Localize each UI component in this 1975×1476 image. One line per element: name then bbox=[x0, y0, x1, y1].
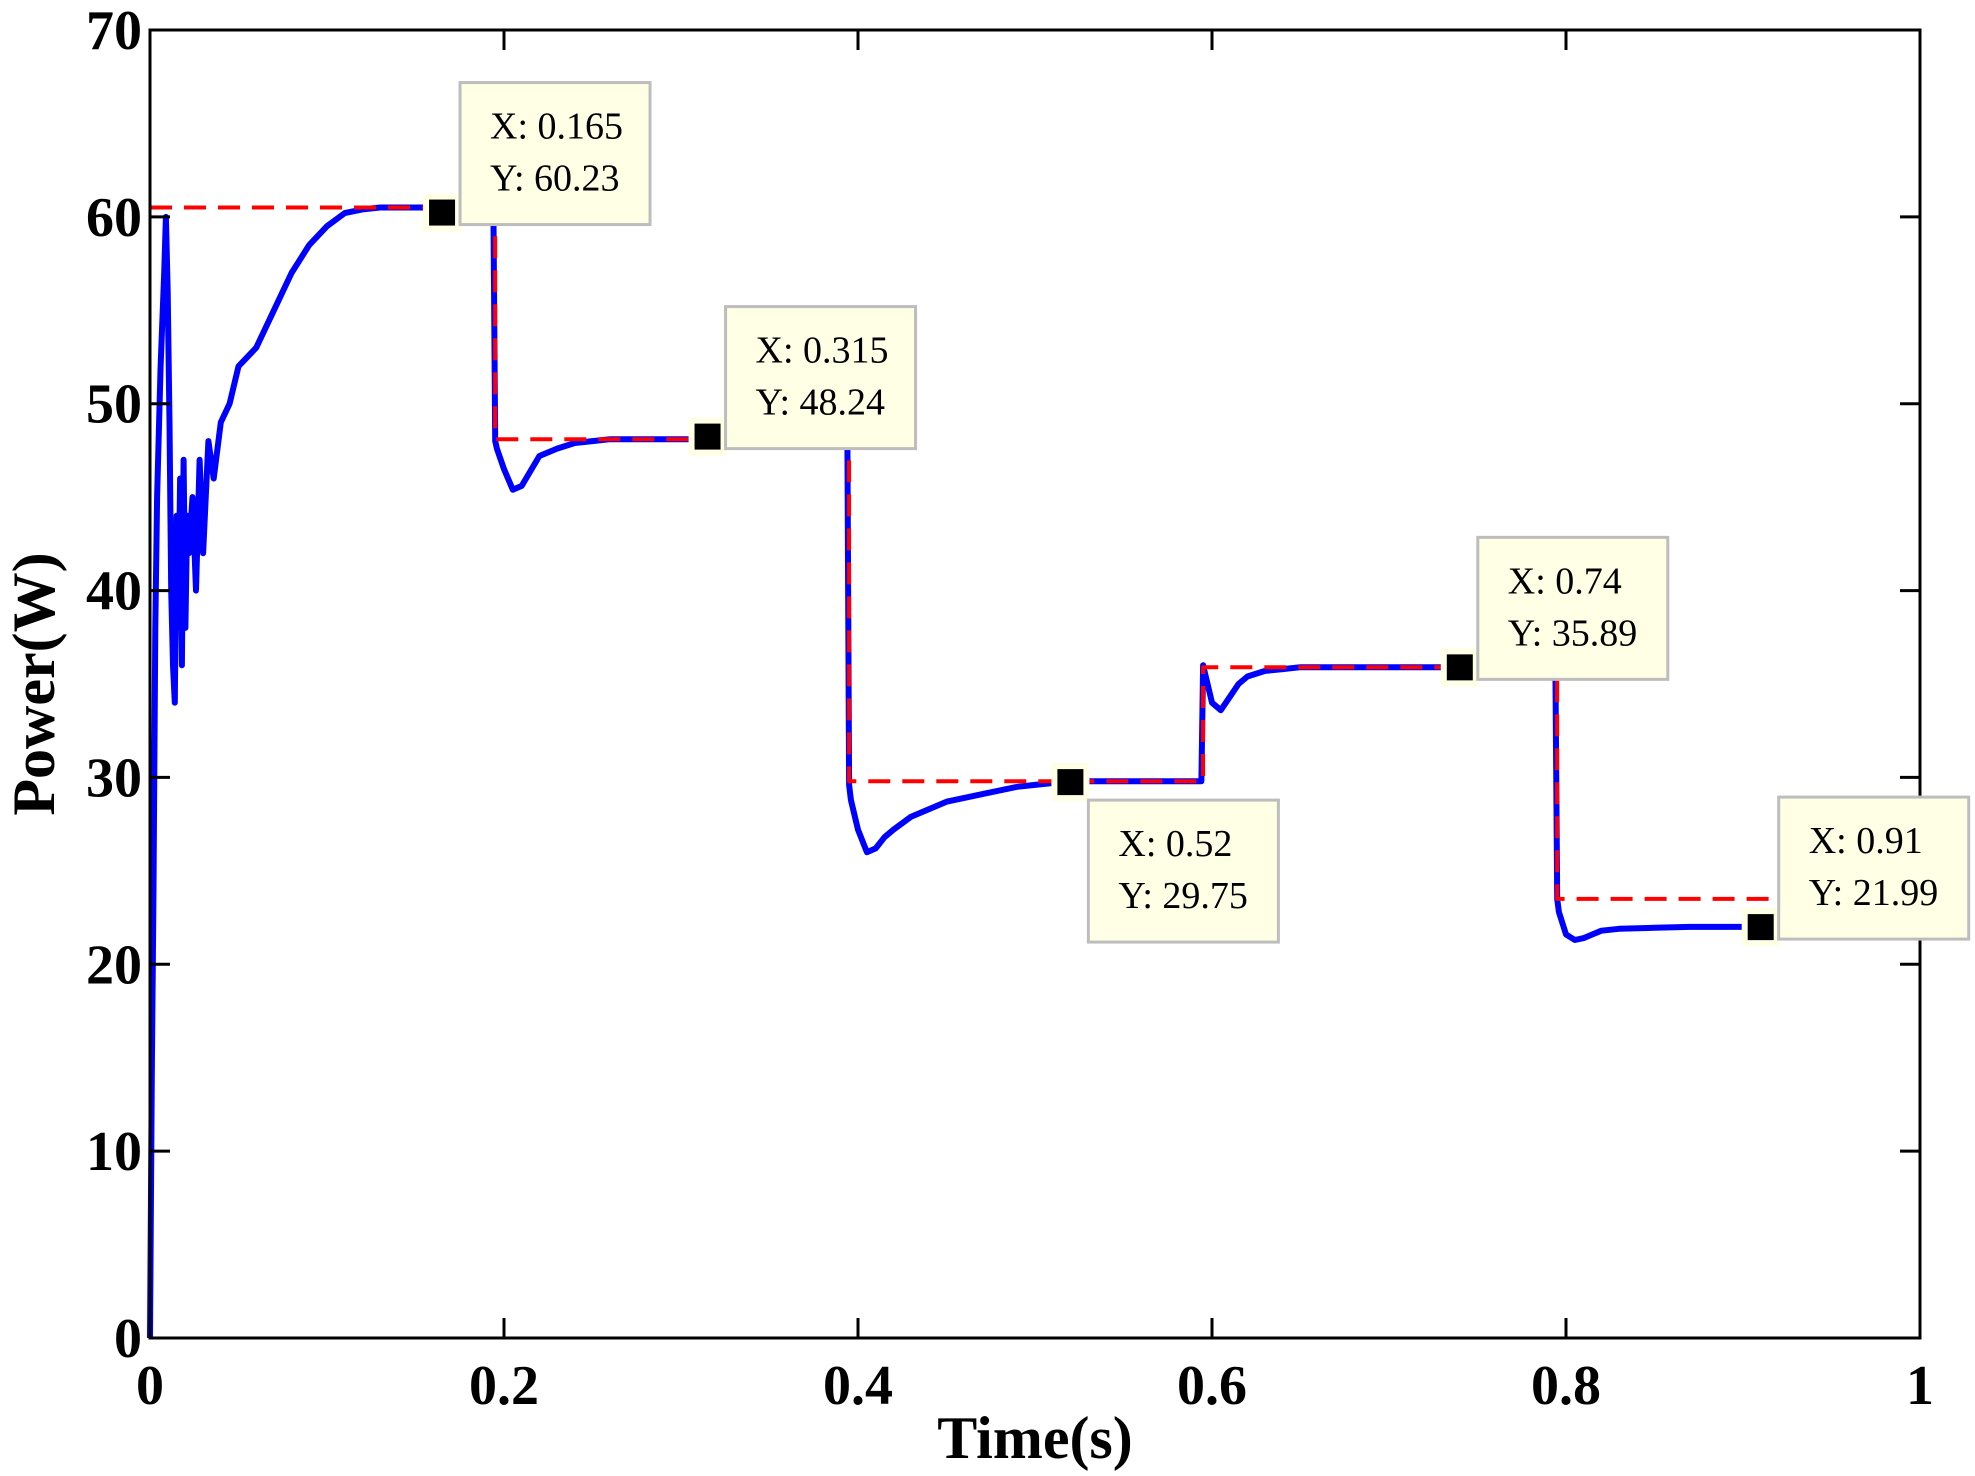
data-tip: X: 0.91 Y: 21.99 bbox=[1741, 795, 1971, 947]
axes-frame bbox=[148, 28, 1922, 1340]
annotation-layer: X: 0.165 Y: 60.23 X: 0.315 Y: 48.24 X: 0.52 Y… bbox=[423, 81, 1971, 947]
data-tip-marker bbox=[429, 199, 456, 226]
y-tick-label: 40 bbox=[86, 561, 142, 623]
y-tick-label: 60 bbox=[86, 187, 142, 249]
data-tip-y-label: Y: 21.99 bbox=[1809, 872, 1939, 914]
data-tip: X: 0.315 Y: 48.24 bbox=[688, 305, 918, 456]
data-tip: X: 0.165 Y: 60.23 bbox=[423, 81, 652, 232]
y-axis-title: Power(W) bbox=[1, 552, 67, 815]
y-tick-label: 70 bbox=[86, 0, 142, 62]
x-tick-label: 1 bbox=[1906, 1355, 1934, 1417]
data-tip-box bbox=[1476, 535, 1670, 681]
x-tick-label: 0.4 bbox=[823, 1355, 893, 1417]
data-tip-marker bbox=[1057, 769, 1084, 796]
data-tip-marker bbox=[694, 423, 721, 450]
y-tick-label: 30 bbox=[86, 747, 142, 809]
x-tick-label: 0 bbox=[136, 1355, 164, 1417]
data-tip-y-label: Y: 48.24 bbox=[756, 382, 886, 424]
y-tick-label: 50 bbox=[86, 374, 142, 436]
data-tip-x-label: X: 0.91 bbox=[1809, 820, 1923, 862]
data-tip-marker bbox=[1446, 654, 1473, 681]
x-tick-label: 0.6 bbox=[1177, 1355, 1247, 1417]
data-tip-box bbox=[1777, 795, 1971, 941]
data-tip-y-label: Y: 60.23 bbox=[490, 158, 620, 200]
x-axis-title: Time(s) bbox=[937, 1405, 1133, 1471]
data-tip: X: 0.74 Y: 35.89 bbox=[1440, 535, 1670, 687]
data-tip-marker bbox=[1747, 914, 1774, 941]
data-tip: X: 0.52 Y: 29.75 bbox=[1051, 763, 1280, 944]
x-tick-label: 0.2 bbox=[469, 1355, 539, 1417]
series-layer bbox=[147, 204, 1920, 1339]
data-tip-x-label: X: 0.165 bbox=[490, 106, 623, 148]
data-tip-x-label: X: 0.52 bbox=[1118, 823, 1232, 865]
data-tip-box bbox=[458, 81, 652, 227]
y-tick-label: 20 bbox=[86, 934, 142, 996]
data-tip-x-label: X: 0.74 bbox=[1508, 560, 1622, 602]
data-tip-x-label: X: 0.315 bbox=[756, 330, 889, 372]
data-tip-box bbox=[1086, 798, 1280, 944]
y-tick-label: 0 bbox=[114, 1308, 142, 1370]
x-tick-label: 0.8 bbox=[1531, 1355, 1601, 1417]
y-tick-label: 10 bbox=[86, 1121, 142, 1183]
data-tip-y-label: Y: 35.89 bbox=[1508, 612, 1638, 654]
reference-power-line bbox=[150, 205, 1920, 901]
data-tip-y-label: Y: 29.75 bbox=[1118, 875, 1248, 917]
data-tip-box bbox=[724, 305, 918, 451]
